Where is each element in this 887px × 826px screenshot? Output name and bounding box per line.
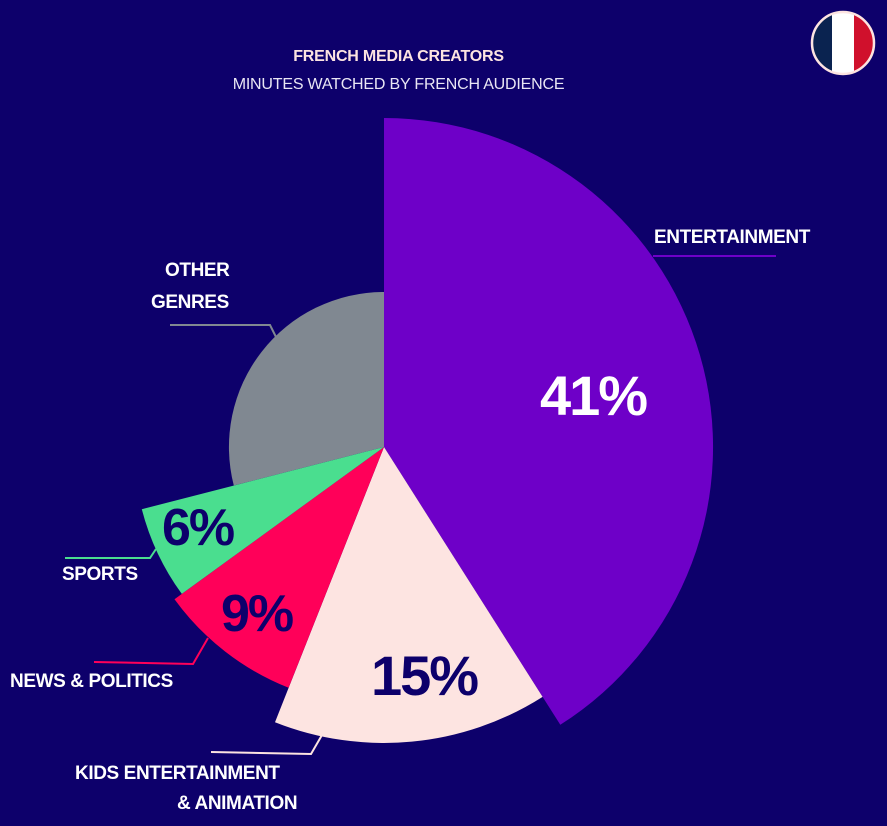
pct-entertainment: 41% (540, 364, 648, 427)
france-flag-icon (810, 10, 876, 76)
chart-title: FRENCH MEDIA CREATORS (293, 48, 504, 65)
leader-line-news (93, 637, 209, 666)
label-news-politics: NEWS & POLITICS (10, 671, 173, 692)
chart-subtitle: MINUTES WATCHED BY FRENCH AUDIENCE (232, 76, 565, 93)
slice-news-politics[interactable] (174, 447, 385, 688)
leader-line-other (170, 324, 278, 340)
slice-sports[interactable] (141, 447, 384, 594)
slice-entertainment[interactable] (384, 118, 714, 725)
label-entertainment: ENTERTAINMENT (654, 227, 810, 248)
slice-other-genres[interactable] (228, 292, 384, 486)
label-other-line1: OTHER (165, 260, 230, 281)
pct-news: 9% (221, 585, 294, 643)
label-sports: SPORTS (62, 564, 138, 585)
pct-kids: 15% (371, 644, 479, 707)
label-kids-line2: & ANIMATION (177, 793, 298, 814)
label-kids-line1: KIDS ENTERTAINMENT (75, 763, 280, 784)
leader-line-sports (65, 548, 157, 559)
label-other-line2: GENRES (151, 292, 229, 313)
leader-line-kids (210, 734, 323, 756)
pct-sports: 6% (162, 499, 235, 557)
slice-kids-entertainment[interactable] (275, 447, 543, 743)
